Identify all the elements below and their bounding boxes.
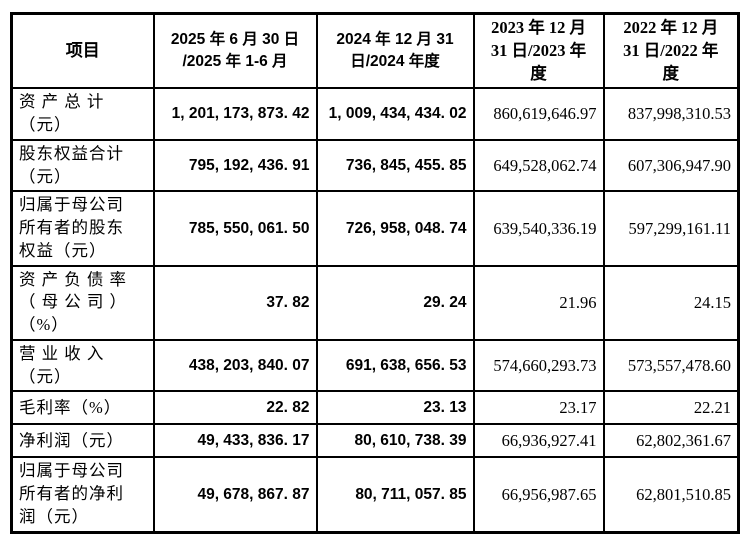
value-2024: 736, 845, 455. 85 — [315, 138, 475, 193]
table-row-equity-parent: 归属于母公司 所有者的股东 权益（元） 785, 550, 061. 50 72… — [10, 190, 740, 267]
row-label: 资 产 总 计 （元） — [10, 87, 155, 141]
value-2024: 1, 009, 434, 434. 02 — [315, 87, 475, 141]
value-2024: 691, 638, 656. 53 — [315, 338, 475, 393]
value-2025: 1, 201, 173, 873. 42 — [152, 87, 318, 141]
value-2022: 24.15 — [602, 264, 740, 341]
header-item: 项目 — [10, 12, 155, 90]
value-2023: 66,936,927.41 — [472, 423, 605, 459]
value-2023: 23.17 — [472, 390, 605, 426]
value-2022: 597,299,161.11 — [602, 190, 740, 267]
value-2025: 795, 192, 436. 91 — [152, 138, 318, 193]
value-2025: 22. 82 — [152, 390, 318, 426]
value-2022: 62,802,361.67 — [602, 423, 740, 459]
value-2023: 639,540,336.19 — [472, 190, 605, 267]
value-2023: 860,619,646.97 — [472, 87, 605, 141]
value-2025: 49, 678, 867. 87 — [152, 456, 318, 534]
value-2024: 80, 610, 738. 39 — [315, 423, 475, 459]
table-row-revenue: 营 业 收 入 （元） 438, 203, 840. 07 691, 638, … — [10, 338, 740, 393]
financial-summary-table: 项目 2025 年 6 月 30 日 /2025 年 1-6 月 2024 年 … — [10, 12, 740, 534]
value-2024: 23. 13 — [315, 390, 475, 426]
row-label: 归属于母公司 所有者的净利 润（元） — [10, 456, 155, 534]
value-2024: 726, 958, 048. 74 — [315, 190, 475, 267]
row-label: 资 产 负 债 率 （ 母 公 司 ） （%） — [10, 264, 155, 341]
value-2023: 574,660,293.73 — [472, 338, 605, 393]
row-label: 归属于母公司 所有者的股东 权益（元） — [10, 190, 155, 267]
value-2022: 22.21 — [602, 390, 740, 426]
row-label: 毛利率（%） — [10, 390, 155, 426]
header-row: 项目 2025 年 6 月 30 日 /2025 年 1-6 月 2024 年 … — [10, 12, 740, 90]
value-2025: 438, 203, 840. 07 — [152, 338, 318, 393]
table-row-gross-margin: 毛利率（%） 22. 82 23. 13 23.17 22.21 — [10, 390, 740, 426]
value-2022: 837,998,310.53 — [602, 87, 740, 141]
header-period-2022: 2022 年 12 月 31 日/2022 年 度 — [602, 12, 740, 90]
value-2024: 29. 24 — [315, 264, 475, 341]
header-period-2023: 2023 年 12 月 31 日/2023 年 度 — [472, 12, 605, 90]
header-period-2024: 2024 年 12 月 31 日/2024 年度 — [315, 12, 475, 90]
table-row-total-equity: 股东权益合计 （元） 795, 192, 436. 91 736, 845, 4… — [10, 138, 740, 193]
value-2025: 785, 550, 061. 50 — [152, 190, 318, 267]
value-2025: 49, 433, 836. 17 — [152, 423, 318, 459]
value-2022: 62,801,510.85 — [602, 456, 740, 534]
table-row-net-profit: 净利润（元） 49, 433, 836. 17 80, 610, 738. 39… — [10, 423, 740, 459]
value-2025: 37. 82 — [152, 264, 318, 341]
value-2024: 80, 711, 057. 85 — [315, 456, 475, 534]
value-2023: 21.96 — [472, 264, 605, 341]
table-row-debt-ratio: 资 产 负 债 率 （ 母 公 司 ） （%） 37. 82 29. 24 21… — [10, 264, 740, 341]
value-2022: 573,557,478.60 — [602, 338, 740, 393]
value-2023: 649,528,062.74 — [472, 138, 605, 193]
row-label: 净利润（元） — [10, 423, 155, 459]
table-row-net-profit-parent: 归属于母公司 所有者的净利 润（元） 49, 678, 867. 87 80, … — [10, 456, 740, 534]
row-label: 股东权益合计 （元） — [10, 138, 155, 193]
header-period-2025-h1: 2025 年 6 月 30 日 /2025 年 1-6 月 — [152, 12, 318, 90]
financial-summary-table-container: 项目 2025 年 6 月 30 日 /2025 年 1-6 月 2024 年 … — [10, 12, 740, 534]
table-row-total-assets: 资 产 总 计 （元） 1, 201, 173, 873. 42 1, 009,… — [10, 87, 740, 141]
value-2022: 607,306,947.90 — [602, 138, 740, 193]
value-2023: 66,956,987.65 — [472, 456, 605, 534]
row-label: 营 业 收 入 （元） — [10, 338, 155, 393]
